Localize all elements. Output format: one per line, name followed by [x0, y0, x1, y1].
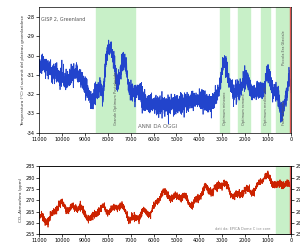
Text: Optimum minoano: Optimum minoano	[223, 91, 226, 125]
Y-axis label: CO₂-Atmosfera (ppm): CO₂-Atmosfera (ppm)	[20, 178, 23, 222]
Bar	[96, 7, 135, 133]
Bar	[238, 7, 250, 133]
Text: ANNI DA OGGI: ANNI DA OGGI	[138, 124, 178, 129]
Bar	[290, 7, 291, 133]
Text: GISP 2, Greenland: GISP 2, Greenland	[41, 17, 86, 22]
Y-axis label: Temperatura (°C) al summit del plateau groenlandese: Temperatura (°C) al summit del plateau g…	[21, 14, 25, 125]
Text: Grande Optimum Postglaciale: Grande Optimum Postglaciale	[114, 72, 118, 125]
Bar	[276, 166, 291, 234]
Text: Optimum romano: Optimum romano	[242, 93, 246, 125]
Bar	[261, 7, 270, 133]
Text: Fase ottimale: Fase ottimale	[282, 101, 286, 125]
Bar	[276, 7, 291, 133]
Text: Piccola Era Glaciale: Piccola Era Glaciale	[282, 31, 286, 65]
Text: Optimum medioevale: Optimum medioevale	[264, 86, 268, 125]
Bar	[220, 7, 229, 133]
Text: dati da: EPICA Dome C ice core: dati da: EPICA Dome C ice core	[215, 227, 270, 231]
Bar	[290, 166, 291, 234]
